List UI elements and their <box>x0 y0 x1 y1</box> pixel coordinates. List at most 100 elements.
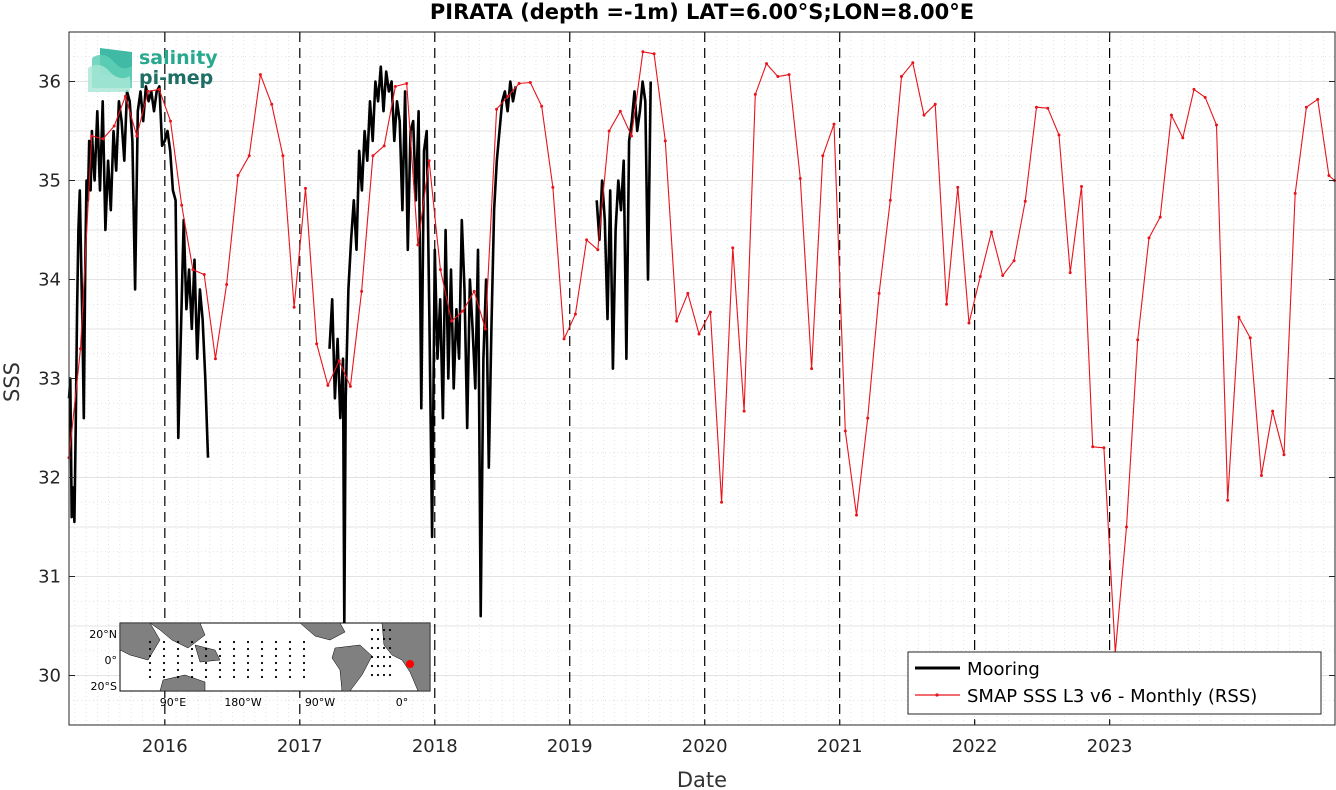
smap-data-point <box>753 92 757 96</box>
smap-data-point <box>573 312 577 316</box>
y-tick-label: 35 <box>38 171 61 192</box>
inset-mooring-dot <box>302 668 306 672</box>
smap-data-point <box>157 87 161 91</box>
legend-label-mooring: Mooring <box>967 659 1040 680</box>
inset-mooring-dot <box>388 646 392 650</box>
inset-mooring-dot <box>162 647 166 651</box>
logo-text-salinity: salinity <box>139 47 218 69</box>
inset-mooring-dot <box>288 654 292 658</box>
inset-mooring-dot <box>148 661 152 665</box>
smap-data-point <box>866 416 870 420</box>
inset-mooring-dot <box>190 668 194 672</box>
inset-mooring-dot <box>382 646 386 650</box>
smap-data-point <box>146 89 150 93</box>
inset-mooring-dot <box>376 673 380 677</box>
x-tick-label: 2019 <box>547 736 593 757</box>
inset-map-lon-label-90w: 90°W <box>305 696 335 709</box>
x-tick-label: 2018 <box>412 736 458 757</box>
inset-mooring-dot <box>376 664 380 668</box>
inset-mooring-dot <box>176 668 180 672</box>
smap-data-point <box>540 104 544 108</box>
smap-data-point <box>1214 123 1218 127</box>
inset-map-lat-label-south: 20°S <box>91 680 117 693</box>
inset-mooring-dot <box>232 675 236 679</box>
smap-data-point <box>596 248 600 252</box>
smap-data-point <box>427 159 431 163</box>
smap-data-point <box>607 129 611 133</box>
inset-mooring-dot <box>148 647 152 651</box>
inset-mooring-dot <box>218 675 222 679</box>
inset-mooring-dot <box>190 675 194 679</box>
smap-data-point <box>1248 336 1252 340</box>
smap-data-point <box>675 319 679 323</box>
smap-data-point <box>405 81 409 85</box>
inset-mooring-dot <box>302 675 306 679</box>
inset-mooring-dot <box>232 647 236 651</box>
smap-data-point <box>652 52 656 56</box>
smap-data-point <box>945 302 949 306</box>
inset-mooring-dot <box>382 655 386 659</box>
inset-mooring-dot <box>204 675 208 679</box>
inset-mooring-dot <box>260 640 264 644</box>
smap-data-point <box>191 268 195 272</box>
smap-data-point <box>899 75 903 79</box>
inset-mooring-dot <box>288 661 292 665</box>
inset-mooring-dot <box>232 640 236 644</box>
smap-data-point <box>135 134 139 138</box>
inset-mooring-dot <box>382 673 386 677</box>
inset-mooring-dot <box>274 654 278 658</box>
smap-data-point <box>1226 498 1230 502</box>
inset-mooring-dot <box>274 675 278 679</box>
inset-mooring-dot <box>176 661 180 665</box>
inset-mooring-dot <box>302 647 306 651</box>
smap-data-point <box>697 332 701 336</box>
inset-mooring-dot <box>218 654 222 658</box>
logo-text-pimep: pi-mep <box>139 67 213 89</box>
smap-data-point <box>1316 97 1320 101</box>
inset-mooring-dot <box>204 661 208 665</box>
inset-mooring-dot <box>204 640 208 644</box>
smap-data-point <box>1034 105 1038 109</box>
inset-mooring-dot <box>162 640 166 644</box>
inset-mooring-dot <box>376 637 380 641</box>
smap-data-point <box>1080 184 1084 188</box>
inset-mooring-dot <box>246 675 250 679</box>
inset-map-mooring-markers <box>148 628 392 679</box>
smap-data-point <box>1271 409 1275 413</box>
smap-data-point <box>630 134 634 138</box>
inset-mooring-dot <box>176 647 180 651</box>
inset-mooring-dot <box>218 668 222 672</box>
x-tick-label: 2016 <box>142 736 188 757</box>
smap-data-point <box>888 198 892 202</box>
inset-mooring-dot <box>148 640 152 644</box>
smap-data-point <box>348 384 352 388</box>
smap-data-point <box>517 81 521 85</box>
smap-data-point <box>247 154 251 158</box>
smap-data-point <box>1091 445 1095 449</box>
inset-mooring-dot <box>260 675 264 679</box>
y-tick-label: 32 <box>38 468 61 489</box>
smap-data-point <box>1192 87 1196 91</box>
smap-data-point <box>416 243 420 247</box>
inset-mooring-dot <box>260 654 264 658</box>
smap-data-point <box>911 61 915 65</box>
year-separator-lines <box>164 32 1111 725</box>
inset-mooring-dot <box>302 640 306 644</box>
inset-mooring-dot <box>302 654 306 658</box>
inset-mooring-dot <box>190 647 194 651</box>
smap-data-point <box>933 102 937 106</box>
inset-mooring-dot <box>232 661 236 665</box>
inset-mooring-dot <box>246 668 250 672</box>
smap-data-point <box>1293 191 1297 195</box>
x-tick-label: 2017 <box>277 736 323 757</box>
series-layer <box>67 50 1336 655</box>
smap-data-point <box>495 107 499 111</box>
smap-data-point <box>618 109 622 113</box>
smap-data-point <box>1158 215 1162 219</box>
smap-data-point <box>798 177 802 181</box>
inset-mooring-dot <box>288 675 292 679</box>
inset-mooring-dot <box>204 654 208 658</box>
y-tick-label: 31 <box>38 567 61 588</box>
inset-mooring-dot <box>148 654 152 658</box>
